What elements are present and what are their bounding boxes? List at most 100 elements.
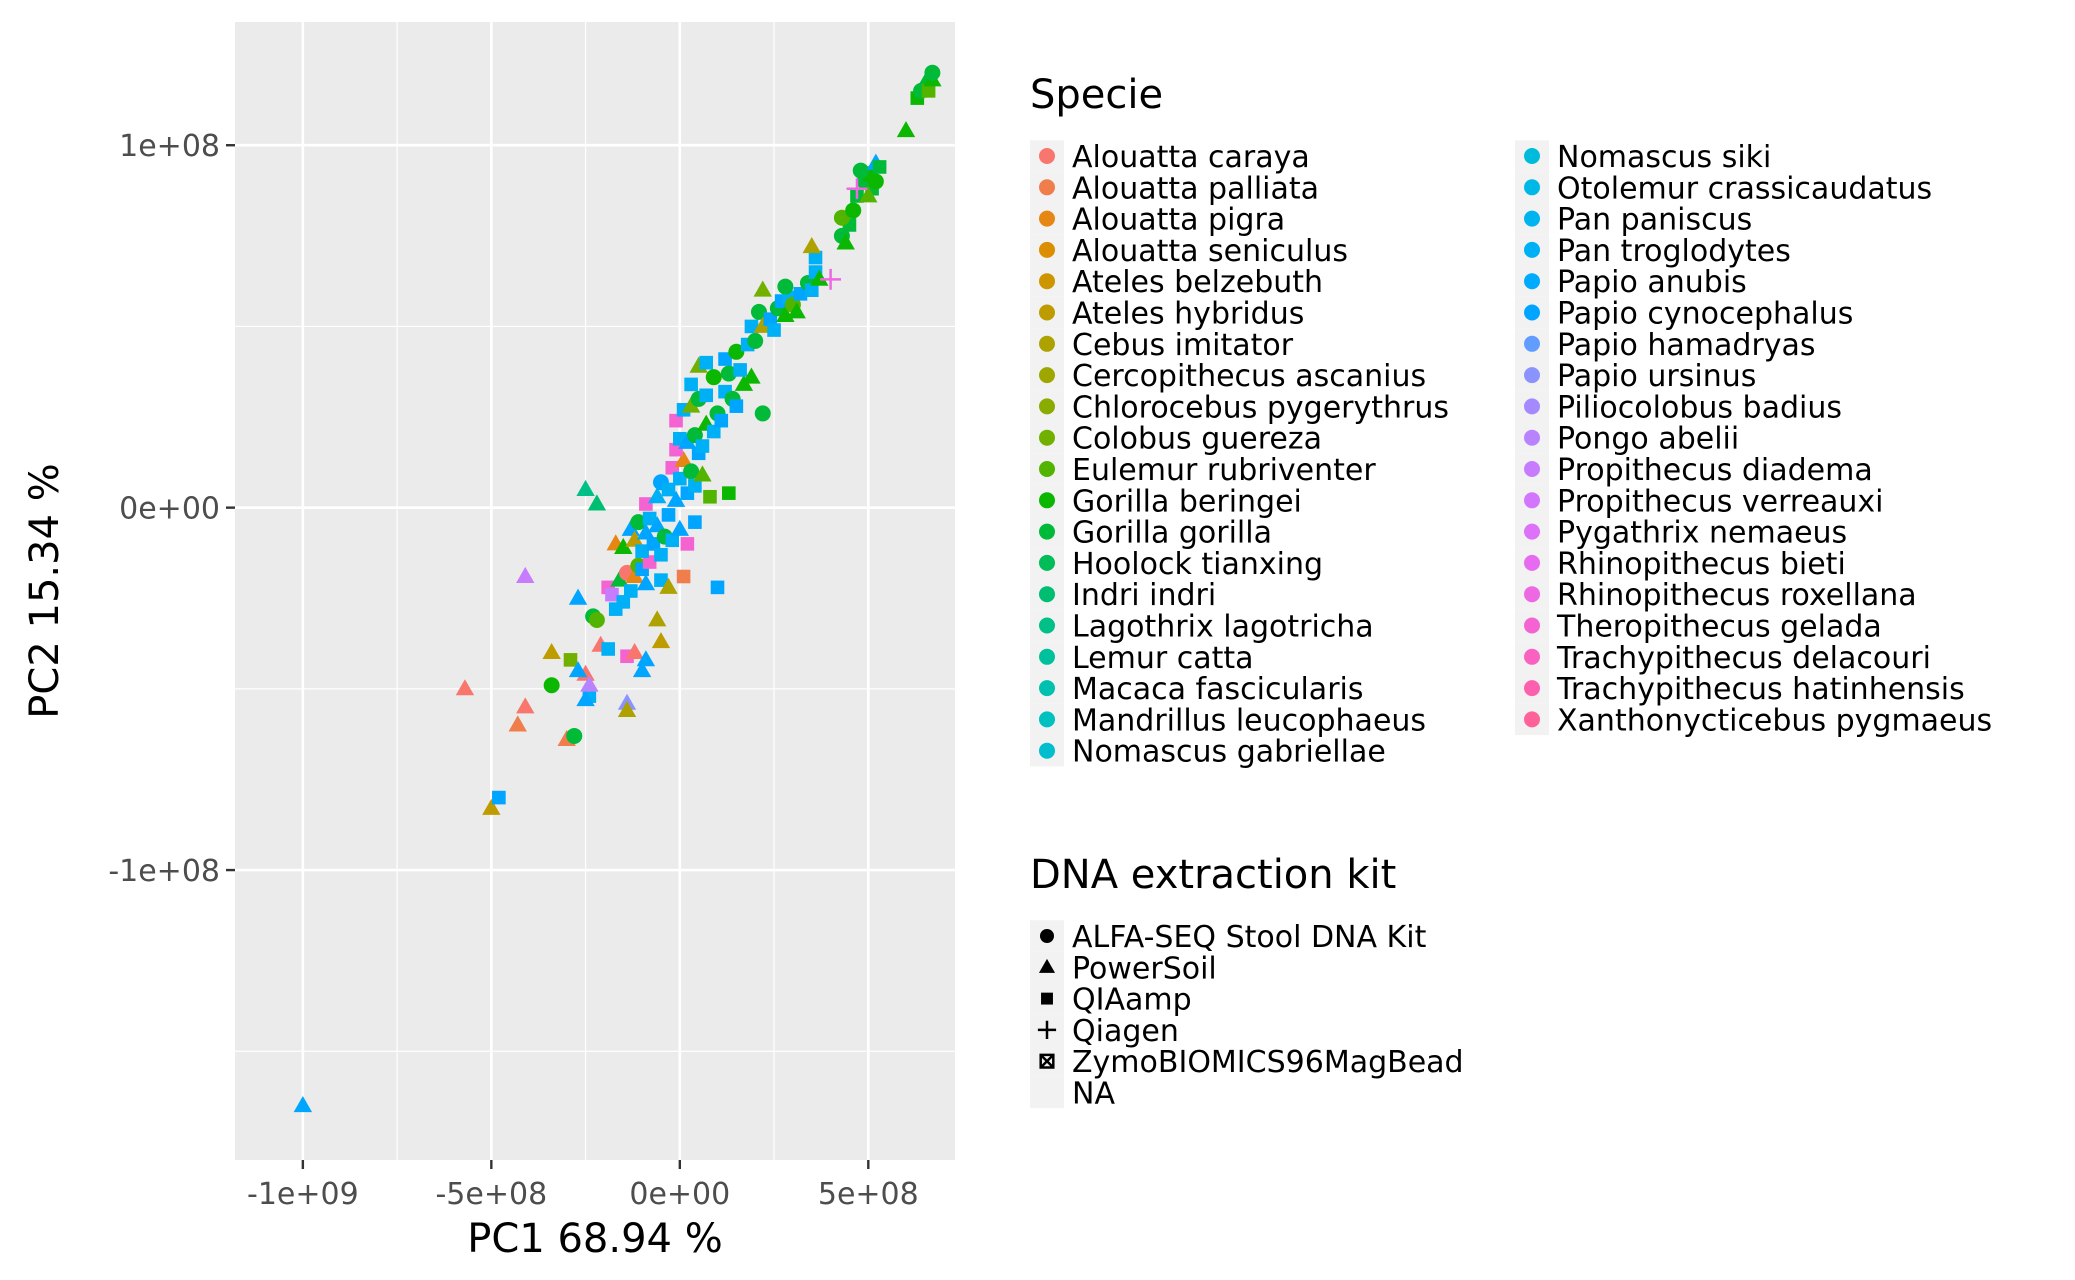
legend-key-swatch: [1524, 680, 1540, 697]
legend-entry-label: Pongo abelii: [1557, 422, 1739, 457]
legend-key-swatch: [1524, 210, 1540, 227]
plot-panel: [235, 22, 955, 1160]
legend-entry-label: Propithecus verreauxi: [1557, 484, 1884, 519]
data-point: [661, 482, 676, 497]
legend-entry-label: Alouatta seniculus: [1072, 234, 1348, 269]
legend-key-swatch: [1039, 241, 1055, 258]
data-point: [617, 700, 637, 718]
data-point: [563, 653, 578, 667]
x-tick-label: -1e+09: [247, 1177, 359, 1212]
data-point: [714, 413, 729, 428]
data-point: [625, 530, 644, 547]
legend-key-swatch: [1039, 648, 1055, 665]
data-point: [566, 727, 583, 744]
legend-entry-label: ALFA-SEQ Stool DNA Kit: [1072, 920, 1427, 955]
legend-entry-label: Macaca fascicularis: [1072, 672, 1364, 707]
legend-entry-label: Alouatta pigra: [1072, 203, 1285, 238]
data-point: [482, 798, 501, 815]
data-point: [787, 302, 806, 319]
legend-entry-label: ZymoBIOMICS96MagBead: [1072, 1045, 1464, 1080]
legend-entry-label: Qiagen: [1072, 1014, 1179, 1049]
data-point: [670, 519, 690, 536]
legend-key-shape: [1037, 1020, 1057, 1039]
data-point: [642, 555, 657, 569]
legend-entry-label: Theropithecus gelada: [1556, 610, 1882, 645]
legend-key-swatch: [1524, 241, 1540, 258]
legend-entry-label: Papio ursinus: [1557, 359, 1756, 394]
legend-entry-label: Rhinopithecus bieti: [1557, 547, 1846, 582]
legend-key-shape: [1038, 958, 1056, 973]
data-point: [666, 490, 686, 507]
data-point: [661, 508, 676, 522]
legend-key-swatch: [1524, 648, 1540, 665]
data-point: [688, 479, 702, 493]
data-point: [635, 544, 649, 558]
legend-entry-label: Nomascus siki: [1557, 140, 1771, 175]
legend-key-swatch: [1039, 711, 1055, 728]
y-tick-label: 1e+08: [119, 129, 220, 164]
data-point: [846, 178, 868, 200]
data-point: [654, 573, 668, 587]
data-point: [651, 632, 671, 649]
data-point: [924, 64, 941, 81]
legend-key-shape: [1041, 992, 1053, 1005]
data-point: [684, 377, 698, 392]
data-point: [636, 650, 656, 667]
data-point: [665, 533, 680, 548]
data-point: [720, 365, 737, 382]
legend-key-swatch: [1039, 335, 1055, 352]
data-point: [624, 584, 638, 598]
legend-key-swatch: [1039, 554, 1055, 571]
legend-entry-label: Pygathrix nemaeus: [1557, 516, 1847, 551]
data-point: [793, 287, 808, 301]
x-tick-label: 5e+08: [818, 1177, 919, 1212]
legend-key-swatch: [1524, 617, 1540, 634]
data-point: [610, 570, 629, 587]
data-point: [804, 283, 819, 297]
legend-entry-label: Otolemur crassicaudatus: [1557, 171, 1932, 206]
legend-entry-label: Rhinopithecus roxellana: [1557, 578, 1917, 613]
data-point: [744, 319, 759, 334]
x-tick-label: 0e+00: [629, 1177, 730, 1212]
legend-entry-label: Gorilla beringei: [1072, 484, 1302, 519]
legend-key-shape: [1040, 929, 1054, 943]
legend-entry-label: Lagothrix lagotricha: [1072, 610, 1374, 645]
data-point: [642, 511, 657, 526]
legend-key-swatch: [1039, 398, 1055, 415]
data-point: [921, 84, 936, 98]
data-point: [867, 173, 884, 190]
legend-key-swatch: [1039, 680, 1055, 697]
data-point: [728, 343, 745, 360]
legend-entry-label: Piliocolobus badius: [1557, 390, 1842, 425]
legend-entry-label: Xanthonycticebus pygmaeus: [1557, 703, 1992, 738]
legend-entry-label: Lemur catta: [1072, 641, 1254, 676]
legend-entry-label: Trachypithecus delacouri: [1556, 641, 1931, 676]
data-point: [580, 675, 599, 692]
data-point: [896, 121, 916, 138]
data-point: [680, 537, 695, 551]
data-point: [705, 369, 722, 386]
data-point: [492, 790, 506, 805]
legend-key-swatch: [1039, 586, 1055, 603]
legend-title: Specie: [1030, 72, 1163, 118]
data-point: [614, 537, 633, 554]
data-point: [616, 595, 631, 609]
legend-key-swatch: [1524, 335, 1540, 352]
legend-entry-label: Cebus imitator: [1072, 328, 1294, 363]
legend-key-swatch: [1039, 429, 1055, 446]
data-point: [516, 697, 535, 714]
data-point: [810, 269, 829, 286]
data-point: [681, 396, 701, 413]
legend-key-shape: [1039, 1053, 1055, 1069]
y-tick-label: -1e+08: [108, 854, 220, 889]
data-point: [669, 442, 683, 457]
data-point: [859, 186, 878, 203]
data-point: [686, 427, 703, 444]
data-point: [703, 489, 717, 504]
legend-entry-label: Ateles belzebuth: [1072, 265, 1323, 300]
legend-key-swatch: [1039, 273, 1055, 290]
data-point: [777, 278, 794, 295]
data-point: [632, 661, 652, 678]
data-point: [647, 516, 667, 533]
